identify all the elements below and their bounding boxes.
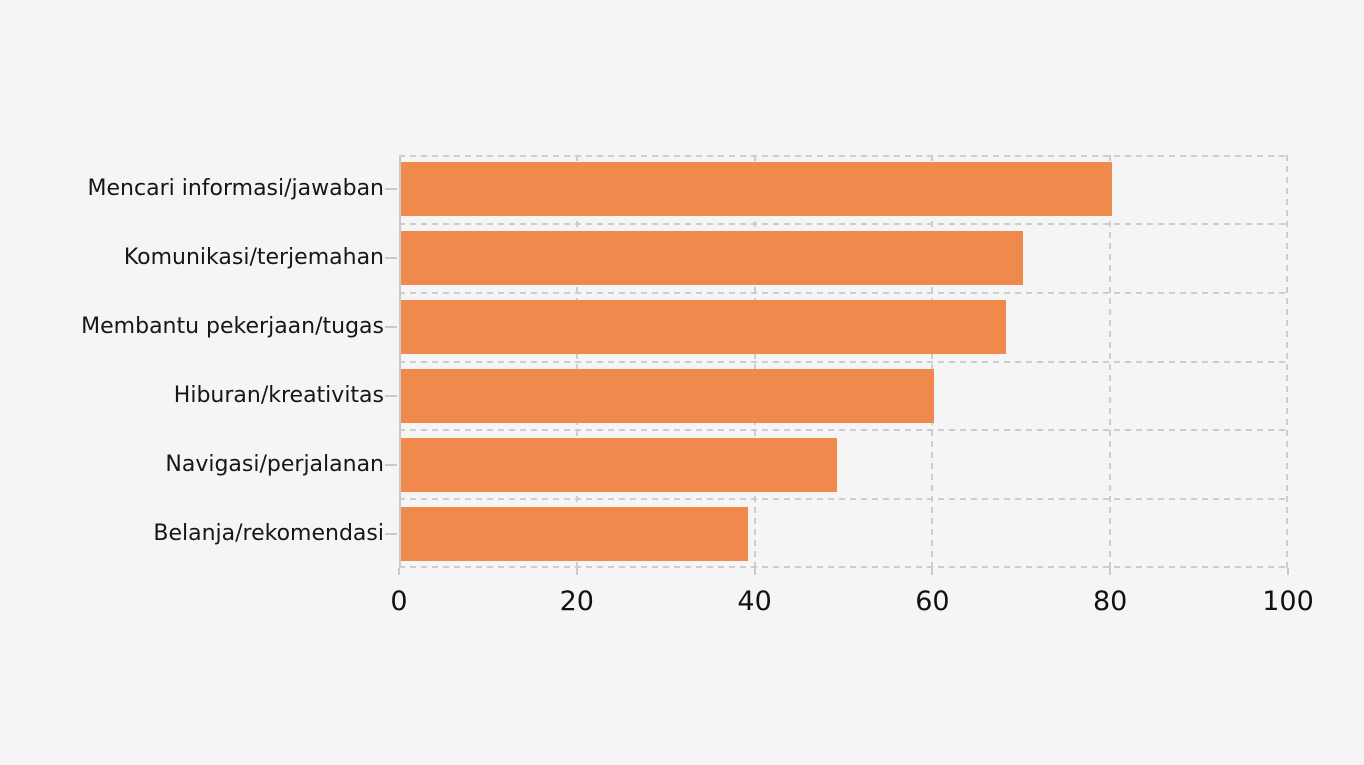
y-tick-mark <box>385 257 397 260</box>
bar <box>401 368 935 423</box>
y-axis-label: Navigasi/perjalanan <box>165 451 384 477</box>
gridline-top <box>399 155 1288 157</box>
gridline-horizontal <box>399 498 1288 501</box>
x-tick-mark <box>1287 568 1289 575</box>
bar <box>401 300 1006 355</box>
y-tick-mark <box>385 394 397 397</box>
bar <box>401 437 837 492</box>
x-tick-mark <box>575 568 578 575</box>
y-tick-mark <box>385 188 397 191</box>
y-axis-label: Mencari informasi/jawaban <box>87 176 384 202</box>
y-axis-label: Hiburan/kreativitas <box>173 382 384 408</box>
x-tick-mark <box>931 568 934 575</box>
y-axis-label: Belanja/rekomendasi <box>153 520 384 546</box>
bar <box>401 162 1113 217</box>
x-axis-tick-label: 60 <box>915 586 950 617</box>
gridline-bottom <box>399 566 1288 568</box>
x-tick-mark <box>1109 568 1112 575</box>
gridline-horizontal <box>399 222 1288 225</box>
x-axis-tick-label: 80 <box>1093 586 1128 617</box>
plot-area <box>399 155 1288 568</box>
y-tick-mark <box>385 326 397 329</box>
x-axis-tick-label: 0 <box>390 586 408 617</box>
y-tick-mark <box>385 463 397 466</box>
bar <box>401 231 1024 286</box>
gridline-horizontal <box>399 360 1288 363</box>
x-axis-tick-label: 20 <box>559 586 594 617</box>
y-axis-label: Komunikasi/terjemahan <box>123 245 384 271</box>
x-axis-tick-label: 40 <box>737 586 772 617</box>
x-tick-mark <box>753 568 756 575</box>
x-axis-tick-label: 100 <box>1262 586 1314 617</box>
x-tick-mark <box>398 568 400 575</box>
y-axis-label: Membantu pekerjaan/tugas <box>81 314 384 340</box>
gridline-horizontal <box>399 429 1288 432</box>
y-tick-mark <box>385 532 397 535</box>
gridline-horizontal <box>399 291 1288 294</box>
bar <box>401 506 748 561</box>
